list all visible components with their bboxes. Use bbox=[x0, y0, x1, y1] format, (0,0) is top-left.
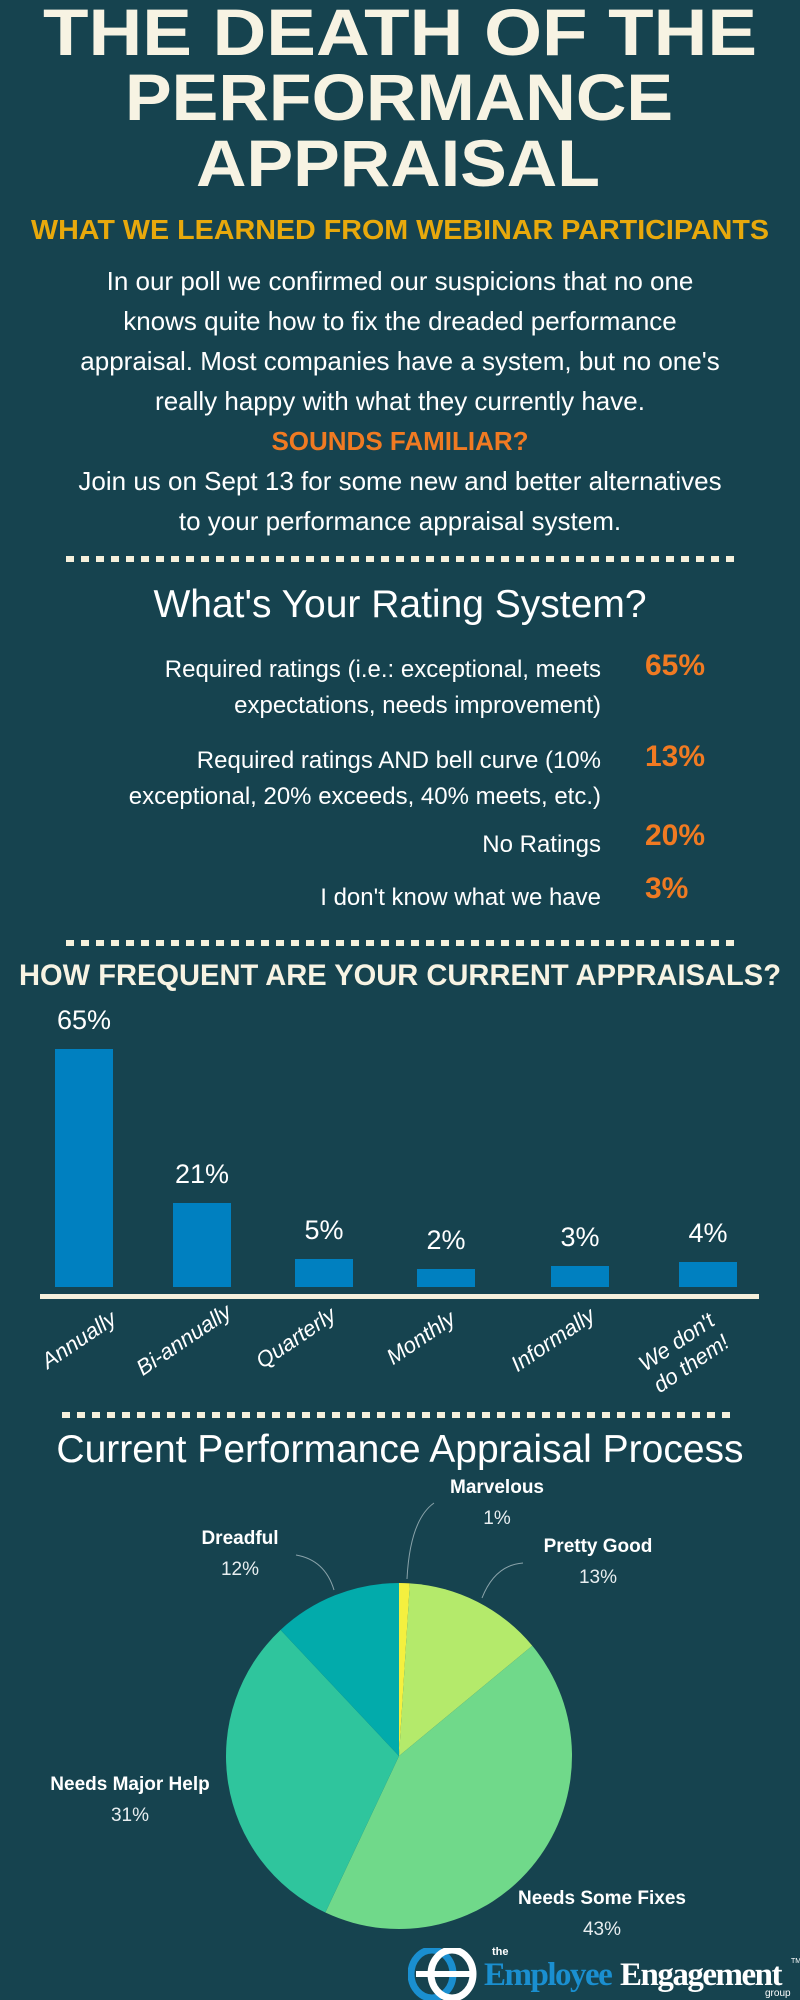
pie-label-name: Needs Major Help bbox=[50, 1774, 210, 1795]
leader-line-pretty-good bbox=[481, 1562, 524, 1599]
cta-line: Join us on Sept 13 for some new and bett… bbox=[78, 466, 722, 496]
sounds-familiar-highlight: SOUNDS FAMILIAR? bbox=[271, 426, 529, 456]
pie-label-name: Dreadful bbox=[201, 1528, 279, 1549]
dotted-divider bbox=[62, 1412, 734, 1418]
bar-1 bbox=[173, 1202, 231, 1287]
rating-row-label-line: exceptional, 20% exceeds, 40% meets, etc… bbox=[128, 783, 601, 810]
logo-word-engagement: Engagement bbox=[620, 1957, 783, 1993]
bar-value-label: 65% bbox=[56, 1005, 112, 1036]
rating-row-label-line: expectations, needs improvement) bbox=[234, 692, 601, 719]
bar-4 bbox=[551, 1265, 609, 1287]
dotted-divider bbox=[66, 556, 738, 562]
bar-value-label: 3% bbox=[560, 1221, 600, 1252]
subtitle-text: WHAT WE LEARNED FROM WEBINAR PARTICIPANT… bbox=[31, 214, 769, 245]
bar-chart-axis-line bbox=[40, 1294, 759, 1299]
pie-slice-dreadful bbox=[280, 1583, 399, 1756]
rating-heading: What's Your Rating System? bbox=[153, 583, 647, 626]
pie-chart-title: Current Performance Appraisal Process bbox=[56, 1428, 744, 1471]
rating-row-percent: 65% bbox=[645, 649, 706, 682]
intro-line: really happy with what they currently ha… bbox=[155, 386, 645, 416]
rating-row-label: Required ratings (i.e.: exceptional, mee… bbox=[165, 652, 601, 724]
pie-label-pct: 31% bbox=[110, 1805, 150, 1826]
rating-row-percent: 20% bbox=[645, 819, 706, 852]
rating-row-label-line: No Ratings bbox=[482, 831, 601, 858]
logo-group: group bbox=[765, 1988, 791, 1999]
pie-label-marvelous: Marvelous 1% bbox=[450, 1477, 544, 1530]
pie-slice-marvelous bbox=[399, 1583, 410, 1756]
pie-slice-needs-some-fixes bbox=[325, 1645, 572, 1929]
rating-row-label: I don't know what we have bbox=[320, 880, 601, 916]
bar-0 bbox=[55, 1049, 113, 1287]
intro-line: In our poll we confirmed our suspicions … bbox=[106, 266, 694, 296]
leader-line-marvelous bbox=[406, 1502, 435, 1580]
logo-the: the bbox=[492, 1946, 509, 1958]
bar-5 bbox=[679, 1262, 737, 1287]
pie-label-name: Pretty Good bbox=[543, 1536, 653, 1557]
title-line-1: THE DEATH OF THE bbox=[43, 0, 757, 69]
logo-tm: TM bbox=[791, 1958, 800, 1965]
intro-line: appraisal. Most companies have a system,… bbox=[80, 346, 720, 376]
employee-engagement-logo: the Employee Engagement TM group bbox=[408, 1946, 800, 2000]
rating-row-percent: 13% bbox=[645, 740, 706, 773]
rating-row-label-line: Required ratings AND bell curve (10% bbox=[196, 747, 601, 774]
dotted-divider bbox=[66, 940, 738, 946]
pie-label-name: Needs Some Fixes bbox=[518, 1888, 686, 1909]
intro-paragraph: In our poll we confirmed our suspicions … bbox=[0, 261, 800, 541]
title-line-3: APPRAISAL bbox=[196, 126, 600, 200]
pie-slice-pretty-good bbox=[399, 1583, 533, 1756]
pie-label-pct: 43% bbox=[582, 1919, 622, 1940]
bar-value-label: 5% bbox=[304, 1214, 344, 1245]
pie-label-dreadful: Dreadful 12% bbox=[201, 1528, 278, 1581]
bar-value-label: 2% bbox=[426, 1225, 466, 1256]
pie-label-needs-major-help: Needs Major Help 31% bbox=[50, 1774, 209, 1827]
bar-value-label: 4% bbox=[688, 1218, 728, 1249]
pie-label-pretty-good: Pretty Good 13% bbox=[544, 1536, 653, 1589]
bar-value-label: 21% bbox=[174, 1158, 230, 1189]
logo-ee-icon bbox=[408, 1948, 477, 2000]
logo-word-employee: Employee bbox=[484, 1957, 613, 1993]
title-line-2: PERFORMANCE bbox=[125, 60, 673, 134]
intro-line: knows quite how to fix the dreaded perfo… bbox=[123, 306, 677, 336]
rating-row-label: Required ratings AND bell curve (10% exc… bbox=[129, 743, 601, 815]
rating-row-label: No Ratings bbox=[482, 827, 601, 863]
cta-line: to your performance appraisal system. bbox=[178, 506, 622, 536]
bar-3 bbox=[417, 1269, 475, 1287]
bar-chart-title: HOW FREQUENT ARE YOUR CURRENT APPRAISALS… bbox=[19, 959, 781, 992]
leader-line-dreadful bbox=[295, 1554, 335, 1591]
pie-label-pct: 12% bbox=[220, 1559, 260, 1580]
rating-row-percent: 3% bbox=[645, 872, 689, 905]
main-title: THE DEATH OF THE PERFORMANCE APPRAISAL bbox=[43, 0, 757, 200]
bar-chart-title-text: HOW FREQUENT ARE YOUR CURRENT APPRAISALS… bbox=[19, 959, 781, 992]
subtitle: WHAT WE LEARNED FROM WEBINAR PARTICIPANT… bbox=[31, 214, 769, 245]
pie-label-name: Marvelous bbox=[450, 1477, 544, 1498]
pie-label-pct: 1% bbox=[483, 1508, 511, 1529]
pie-label-pct: 13% bbox=[578, 1567, 618, 1588]
pie-label-needs-some-fixes: Needs Some Fixes 43% bbox=[518, 1888, 686, 1941]
rating-row-label-line: I don't know what we have bbox=[320, 884, 601, 911]
pie-slice-needs-major-help bbox=[225, 1629, 399, 1913]
bar-2 bbox=[295, 1258, 353, 1287]
rating-row-label-line: Required ratings (i.e.: exceptional, mee… bbox=[164, 656, 601, 683]
